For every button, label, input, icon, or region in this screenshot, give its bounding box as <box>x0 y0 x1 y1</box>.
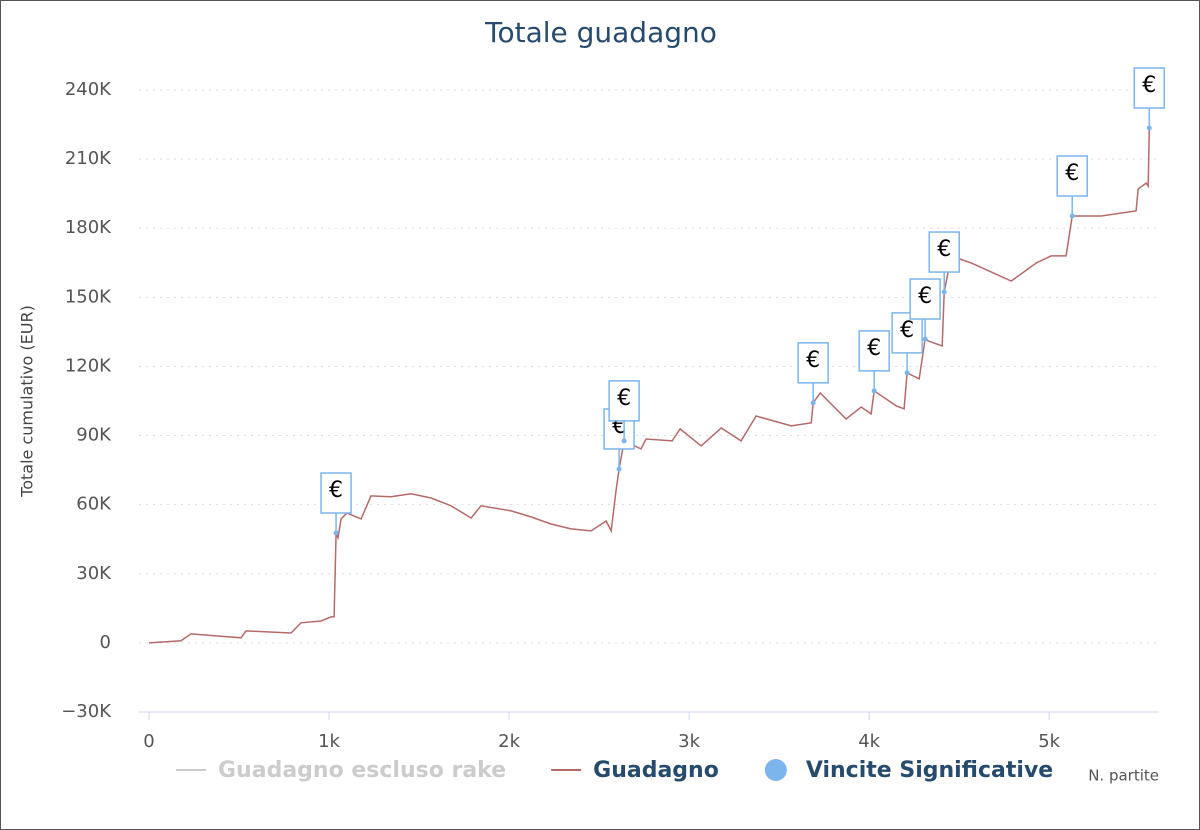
legend-label[interactable]: Guadagno <box>593 758 719 783</box>
y-axis-title: Totale cumulativo (EUR) <box>18 305 37 498</box>
x-axis-title: N. partite <box>1088 767 1159 785</box>
flag-label: € <box>900 318 914 343</box>
flag-point <box>941 289 947 295</box>
x-tick-label: 4k <box>858 731 880 752</box>
flag-point <box>621 438 627 444</box>
y-tick-label: 240K <box>65 79 112 100</box>
flag-label: € <box>1142 73 1156 98</box>
flag-point <box>1069 213 1075 219</box>
flag-label: € <box>918 284 932 309</box>
y-tick-label: 180K <box>65 217 112 238</box>
flag-point <box>904 370 910 376</box>
x-tick-label: 5k <box>1038 731 1060 752</box>
y-tick-label: 0 <box>100 632 111 653</box>
y-tick-label: −30K <box>61 701 112 722</box>
flag-label: € <box>867 336 881 361</box>
flag-point <box>1146 125 1152 131</box>
flag-box <box>1056 155 1088 197</box>
flag-label: € <box>806 348 820 373</box>
y-tick-label: 60K <box>76 494 112 515</box>
flag-label: € <box>617 386 631 411</box>
legend-label[interactable]: Guadagno escluso rake <box>218 758 506 783</box>
flag-point <box>333 530 339 536</box>
flag-box <box>858 330 890 372</box>
flag-box <box>891 312 923 354</box>
y-tick-label: 150K <box>65 286 112 307</box>
flag-label: € <box>329 478 343 503</box>
flag-box <box>797 342 829 384</box>
flag-point <box>871 388 877 394</box>
legend-label[interactable]: Vincite Significative <box>806 758 1053 783</box>
x-tick-label: 1k <box>318 731 340 752</box>
flag-box <box>320 472 352 514</box>
flag-label: € <box>1065 161 1079 186</box>
flag-box <box>1133 67 1166 109</box>
flag-box <box>608 380 640 422</box>
flag-label: € <box>937 237 951 262</box>
flag-point <box>616 466 622 472</box>
y-tick-label: 90K <box>76 425 112 446</box>
y-tick-label: 210K <box>65 148 112 169</box>
chart-title: Totale guadagno <box>484 16 717 49</box>
flag-point <box>922 336 928 342</box>
data-line <box>148 127 1151 644</box>
x-tick-label: 3k <box>678 731 700 752</box>
flag-point <box>810 400 816 406</box>
x-tick-label: 0 <box>143 731 154 752</box>
legend-symbol[interactable] <box>764 759 787 781</box>
y-tick-label: 120K <box>65 355 112 376</box>
x-tick-label: 2k <box>498 731 520 752</box>
y-tick-label: 30K <box>76 563 112 584</box>
flag-box <box>909 278 941 320</box>
flag-box <box>928 231 960 273</box>
